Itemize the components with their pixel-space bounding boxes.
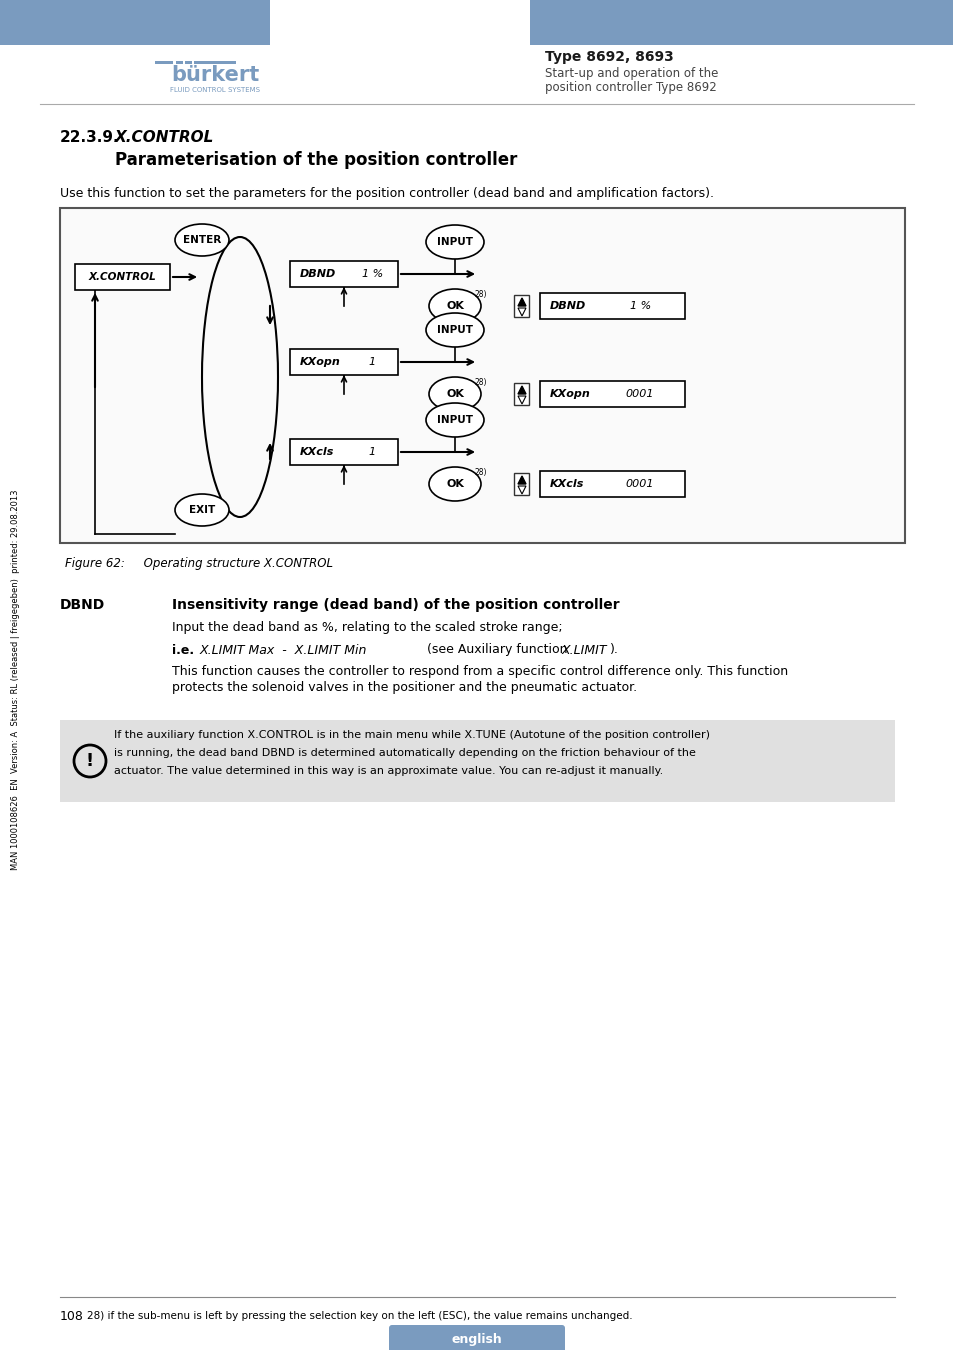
Bar [539,293,684,319]
Ellipse shape [429,377,480,410]
Text: 28): 28) [475,467,487,477]
Text: i.e.: i.e. [172,644,212,656]
FancyBboxPatch shape [389,1324,564,1350]
Text: OK: OK [446,479,463,489]
Bar [60,208,904,543]
Bar [193,61,235,63]
Text: X.CONTROL: X.CONTROL [115,130,214,144]
Text: MAN 1000108626  EN  Version: A  Status: RL (released | freigegeben)  printed: 29: MAN 1000108626 EN Version: A Status: RL … [11,490,20,871]
Text: 1 %: 1 % [361,269,383,279]
Text: INPUT: INPUT [436,325,473,335]
Text: Figure 62:     Operating structure X.CONTROL: Figure 62: Operating structure X.CONTROL [65,556,333,570]
Bar [514,472,529,495]
Bar [185,61,192,63]
Text: Use this function to set the parameters for the position controller (dead band a: Use this function to set the parameters … [60,186,713,200]
Text: OK: OK [446,389,463,400]
Text: !: ! [86,752,94,769]
Bar [175,61,183,63]
Text: is running, the dead band DBND is determined automatically depending on the fric: is running, the dead band DBND is determ… [113,748,695,757]
Text: DBND: DBND [60,598,105,612]
Text: 1 %: 1 % [629,301,651,310]
Bar [539,381,684,406]
Text: INPUT: INPUT [436,414,473,425]
Ellipse shape [74,745,106,778]
Bar [0,0,270,45]
Text: X.LIMIT: X.LIMIT [561,644,607,656]
Polygon shape [517,477,525,485]
Text: english: english [451,1332,502,1346]
Bar [514,296,529,317]
Polygon shape [517,298,525,306]
Text: X.LIMIT Max  -  X.LIMIT Min: X.LIMIT Max - X.LIMIT Min [200,644,367,656]
Text: 0001: 0001 [624,389,653,400]
Text: DBND: DBND [550,301,586,310]
Text: KXcls: KXcls [550,479,584,489]
Bar [75,265,170,290]
Text: X.CONTROL: X.CONTROL [88,271,155,282]
Text: This function causes the controller to respond from a specific control differenc: This function causes the controller to r… [172,666,787,679]
Bar [290,261,397,288]
Ellipse shape [174,224,229,256]
Ellipse shape [426,404,483,437]
Ellipse shape [429,289,480,323]
Text: Parameterisation of the position controller: Parameterisation of the position control… [115,151,517,169]
Text: position controller Type 8692: position controller Type 8692 [544,81,716,93]
Text: Type 8692, 8693: Type 8692, 8693 [544,50,673,63]
Text: 28) if the sub-menu is left by pressing the selection key on the left (ESC), the: 28) if the sub-menu is left by pressing … [87,1311,632,1322]
Text: FLUID CONTROL SYSTEMS: FLUID CONTROL SYSTEMS [170,86,260,93]
Text: OK: OK [446,301,463,310]
Ellipse shape [426,313,483,347]
Ellipse shape [429,467,480,501]
Bar [290,350,397,375]
Text: 1: 1 [368,356,375,367]
Polygon shape [517,308,525,316]
Ellipse shape [174,494,229,526]
Text: Start-up and operation of the: Start-up and operation of the [544,68,718,81]
Polygon shape [517,486,525,494]
Text: EXIT: EXIT [189,505,214,514]
Text: Insensitivity range (dead band) of the position controller: Insensitivity range (dead band) of the p… [172,598,619,612]
Text: actuator. The value determined in this way is an approximate value. You can re-a: actuator. The value determined in this w… [113,765,662,776]
Text: 108: 108 [60,1310,84,1323]
Text: DBND: DBND [299,269,335,279]
Ellipse shape [426,225,483,259]
Text: 28): 28) [475,378,487,386]
Text: KXcls: KXcls [299,447,334,458]
Polygon shape [517,386,525,394]
Text: bürkert: bürkert [171,65,259,85]
Text: 28): 28) [475,289,487,298]
Text: Input the dead band as %, relating to the scaled stroke range;: Input the dead band as %, relating to th… [172,621,562,634]
Bar [539,471,684,497]
Bar [60,720,894,802]
Bar [530,0,953,45]
Text: KXopn: KXopn [299,356,340,367]
Text: protects the solenoid valves in the positioner and the pneumatic actuator.: protects the solenoid valves in the posi… [172,682,637,694]
Text: ).: ). [609,644,618,656]
Text: KXopn: KXopn [550,389,590,400]
Text: 22.3.9.: 22.3.9. [60,130,119,144]
Text: INPUT: INPUT [436,238,473,247]
Text: 0001: 0001 [624,479,653,489]
Bar [154,61,172,63]
Text: (see Auxiliary function: (see Auxiliary function [407,644,571,656]
Text: ENTER: ENTER [183,235,221,244]
Polygon shape [517,396,525,404]
Text: If the auxiliary function X.CONTROL is in the main menu while X.TUNE (Autotune o: If the auxiliary function X.CONTROL is i… [113,730,709,740]
Bar [290,439,397,464]
Bar [514,383,529,405]
Text: 1: 1 [368,447,375,458]
